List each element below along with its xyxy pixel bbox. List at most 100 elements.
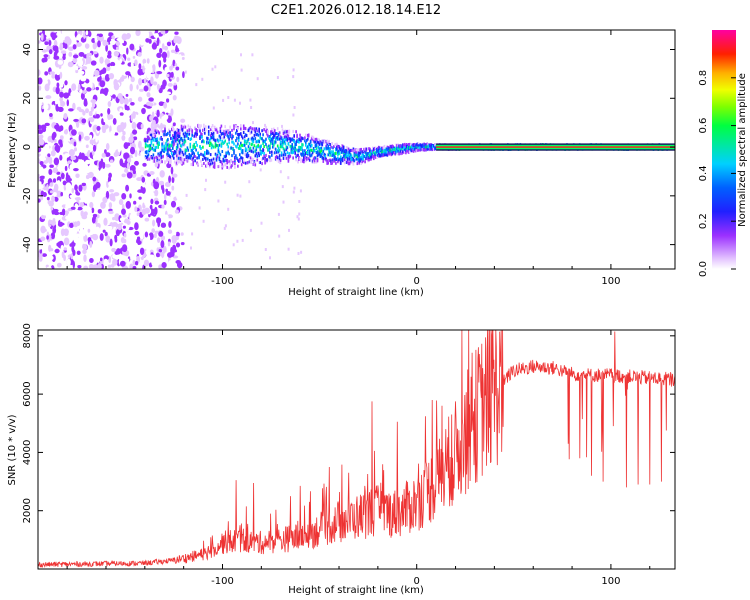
spectrogram-noise-cell [43, 56, 48, 63]
spectrogram-signal-cell [149, 130, 152, 134]
spectrogram-noise-cell [125, 71, 131, 76]
spectrogram-signal-cell [226, 133, 228, 137]
spectrogram-noise-cell [214, 65, 217, 69]
spectrogram-noise-cell [63, 112, 68, 120]
spectrogram-signal-cell [218, 156, 221, 160]
spectrogram-signal-cell [149, 143, 152, 147]
spectrogram-noise-cell [81, 66, 88, 70]
spectrogram-signal-cell [291, 151, 293, 155]
spectrogram-noise-cell [171, 217, 176, 226]
spectrogram-noise-cell [120, 76, 125, 80]
spectrogram-noise-cell [97, 263, 102, 269]
spectrogram-noise-cell [227, 207, 230, 211]
spectrogram-signal-cell [424, 143, 427, 147]
spectrogram-signal-cell [213, 126, 216, 129]
spectrogram-signal-cell [282, 132, 285, 135]
spectrogram-signal-cell [347, 161, 350, 165]
spectrogram-signal-cell [251, 157, 254, 161]
spectrogram-noise-cell [46, 34, 50, 39]
spectrogram-signal-cell [433, 148, 435, 151]
spectrogram-signal-cell [339, 161, 341, 165]
spectrogram-signal-cell [213, 138, 216, 142]
spectrogram-signal-cell [146, 131, 149, 135]
spectrogram-signal-cell [193, 142, 195, 146]
spectrogram-signal-cell [271, 127, 273, 131]
spectrogram-noise-cell [292, 75, 295, 79]
spectrogram-signal-cell [381, 150, 384, 154]
spectrogram-signal-cell [180, 127, 183, 131]
spectrogram-signal-cell [246, 155, 249, 159]
spectrogram-signal-cell [256, 129, 259, 132]
spectrogram-signal-cell [238, 138, 240, 142]
spectrogram-signal-cell [375, 150, 378, 154]
spectrogram-signal-cell [362, 150, 364, 154]
spectrogram-signal-cell [341, 159, 344, 163]
spectrogram-signal-cell [384, 149, 387, 153]
spectrogram-noise-cell [174, 63, 178, 67]
spectrogram-noise-cell [104, 59, 111, 64]
spectrogram-signal-cell [422, 147, 425, 151]
spectrogram-signal-cell [206, 140, 208, 144]
spectrogram-signal-cell [191, 129, 193, 133]
spectrogram-signal-cell [315, 144, 318, 148]
spectrogram-noise-cell [63, 92, 70, 99]
spectrogram-signal-cell [328, 139, 330, 143]
spectrogram-signal-cell [403, 143, 405, 147]
spectrogram-signal-cell [209, 134, 212, 138]
spectrogram-noise-cell [248, 180, 251, 184]
spectrogram-noise-cell [52, 45, 59, 52]
spectrogram-signal-cell [255, 133, 258, 137]
spectrogram-signal-cell [252, 150, 255, 154]
spectrogram-signal-cell [246, 139, 249, 143]
spectrogram-signal-cell [408, 147, 410, 151]
spectrogram-signal-cell [261, 162, 263, 166]
spectrogram-noise-cell [80, 152, 85, 160]
spectrogram-signal-cell [207, 162, 210, 165]
spectrogram-signal-cell [226, 142, 228, 146]
spectrogram-signal-cell [373, 154, 375, 158]
spectrogram-noise-cell [97, 199, 101, 204]
spectrogram-noise-cell [100, 201, 106, 209]
spectrogram-noise-cell [222, 136, 225, 140]
spectrogram-noise-cell [171, 185, 175, 191]
spectrogram-signal-cell [190, 154, 193, 158]
spectrogram-signal-cell [217, 148, 220, 152]
spectrogram-signal-cell [346, 157, 349, 161]
spectrogram-signal-cell [189, 145, 192, 149]
spectrogram-signal-cell [184, 131, 187, 135]
spectrogram-signal-cell [186, 146, 189, 150]
spectrogram-noise-cell [125, 86, 131, 90]
spectrogram-noise-cell [142, 58, 147, 65]
spectrogram-signal-cell [194, 132, 196, 136]
spectrogram-noise-cell [171, 235, 178, 242]
spectrogram-noise-cell [137, 51, 142, 57]
spectrogram-noise-cell [63, 254, 66, 262]
spectrogram-signal-cell [386, 153, 389, 157]
spectrogram-signal-cell [352, 147, 355, 151]
spectrogram-noise-cell [151, 259, 157, 267]
spectrogram-signal-cell [169, 130, 171, 134]
spectrogram-signal-cell [203, 154, 205, 158]
spectrogram-signal-cell [230, 146, 232, 150]
spectrogram-noise-cell [88, 110, 93, 117]
spectrogram-noise-cell [97, 40, 101, 48]
spectrogram-noise-cell [204, 188, 207, 192]
spectrogram-signal-cell [425, 143, 427, 147]
spectrogram-signal-cell [202, 139, 204, 143]
spectrogram-noise-cell [55, 191, 62, 198]
spectrogram-signal-cell [171, 144, 173, 148]
spectrogram-noise-cell [53, 138, 57, 143]
spectrogram-noise-cell [260, 221, 263, 225]
spectrogram-noise-cell [178, 46, 185, 51]
spectrogram-noise-cell [53, 157, 60, 166]
spectrogram-signal-cell [379, 154, 382, 158]
spectrogram-signal-cell [327, 153, 329, 157]
spectrogram-noise-cell [152, 219, 156, 227]
spectrogram-signal-cell [261, 137, 263, 141]
spectrogram-noise-cell [88, 164, 92, 173]
spectrogram-signal-cell [236, 136, 238, 140]
spectrogram-signal-cell [398, 147, 400, 150]
spectrogram-signal-cell [289, 154, 292, 158]
spectrogram-noise-cell [123, 122, 127, 128]
spectrogram-signal-cell [145, 143, 148, 147]
